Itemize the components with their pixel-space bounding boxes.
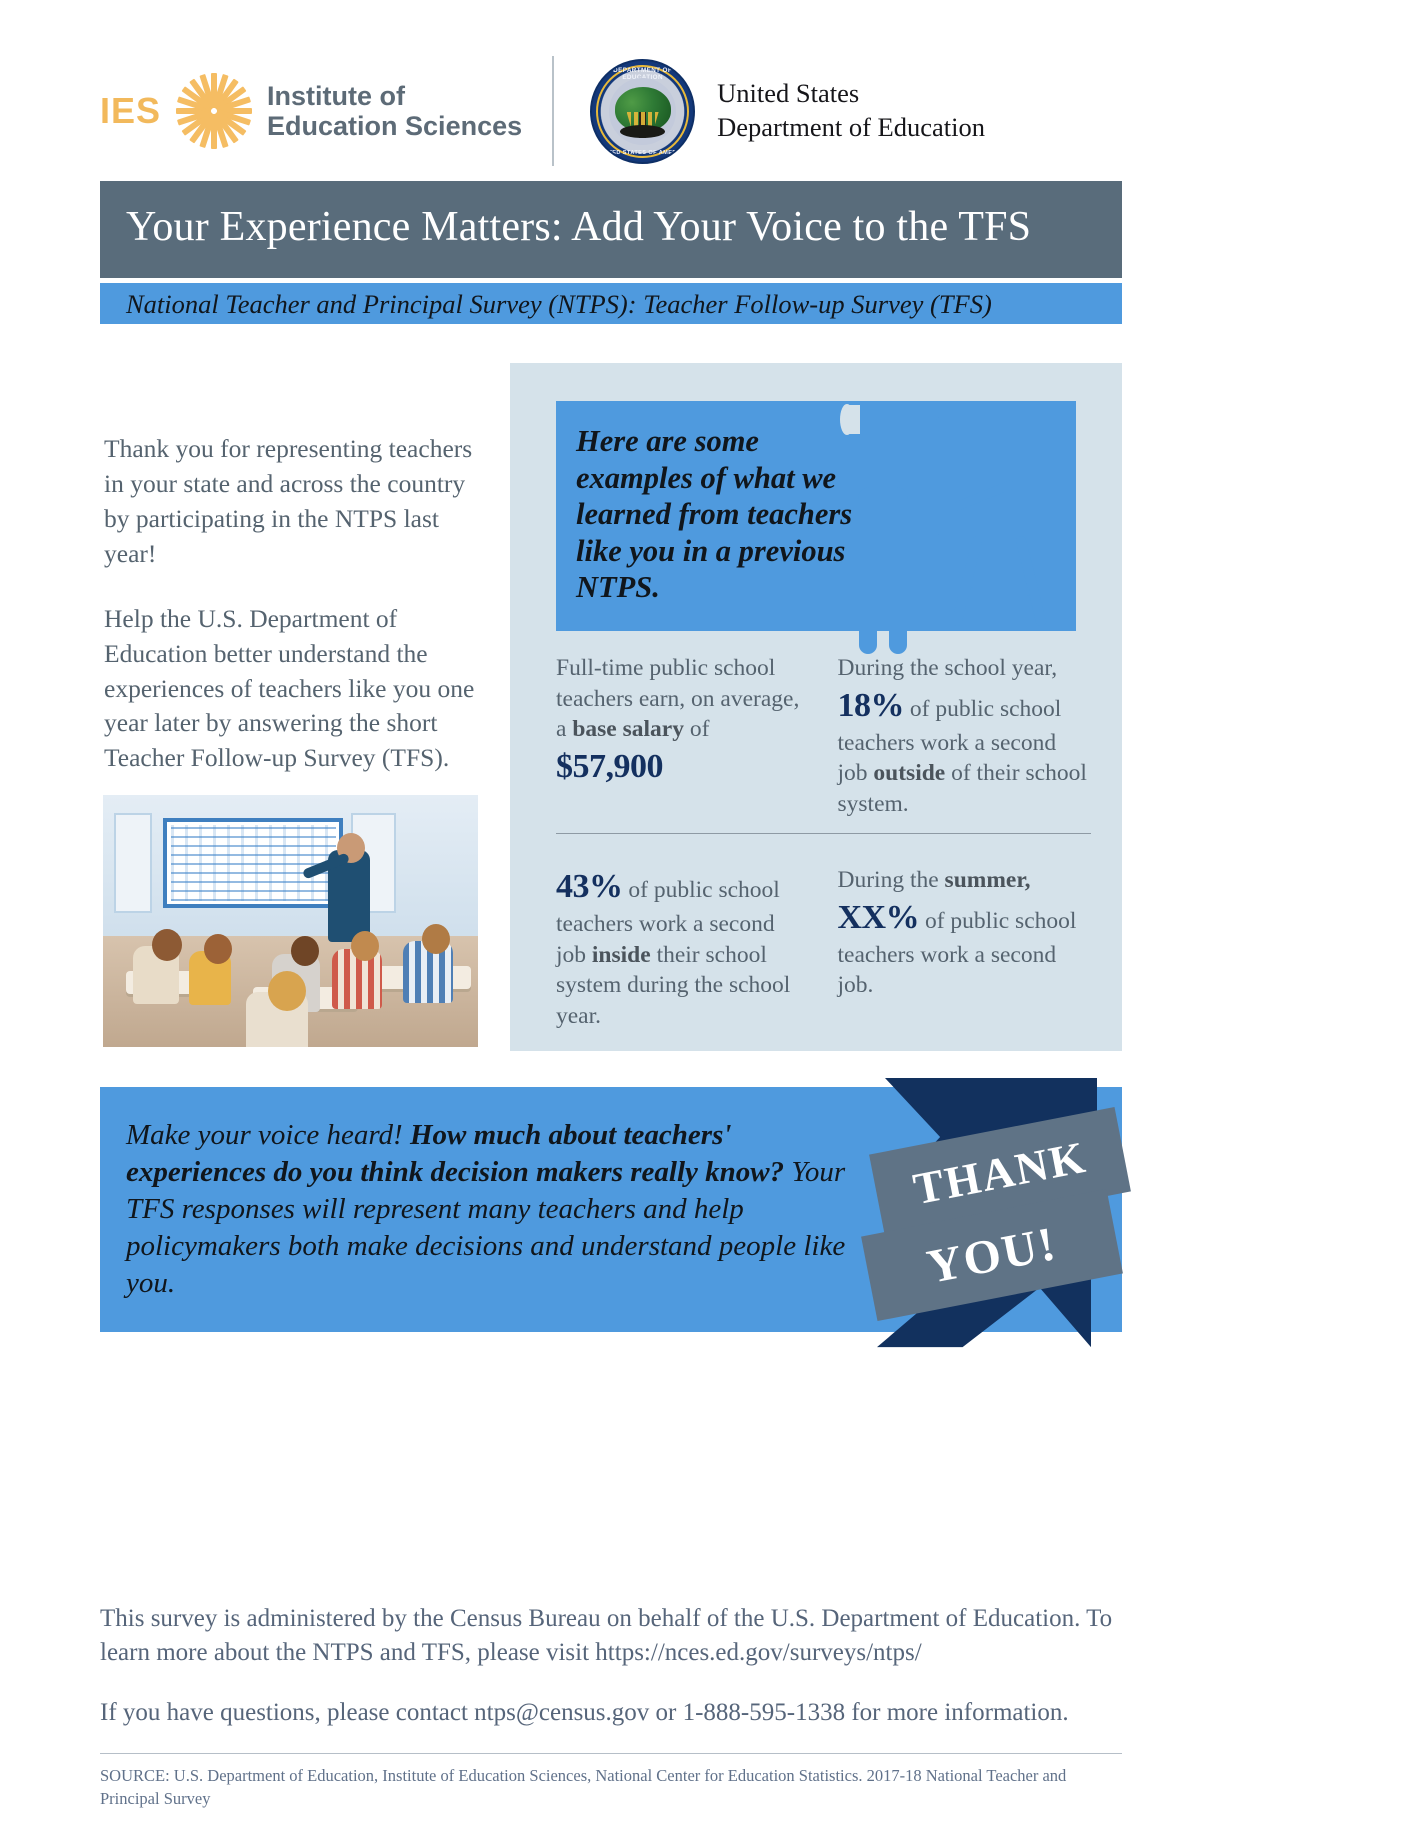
stat-mid: of public school teachers work a second … (556, 877, 780, 968)
footer: This survey is administered by the Censu… (100, 1602, 1130, 1755)
stat-bold: base salary (572, 716, 684, 743)
stat-value: 43% (556, 868, 623, 905)
ies-abbrev: IES (100, 90, 162, 131)
call-to-action-banner: Make your voice heard! How much about te… (100, 1087, 1122, 1332)
teacher-leg-left (859, 576, 877, 654)
cta-lead: Make your voice heard! (126, 1119, 410, 1151)
photo-student-head (350, 931, 379, 962)
footer-paragraph-2: If you have questions, please contact nt… (100, 1698, 1069, 1726)
stat-bold: inside (591, 941, 651, 968)
cta-tail: Your TFS responses will represent many t… (126, 1156, 846, 1300)
department-of-education-seal-icon: DEPARTMENT OF EDUCATION UNITED STATES OF… (590, 58, 696, 164)
source-note: SOURCE: U.S. Department of Education, In… (100, 1766, 1067, 1809)
page-subtitle: National Teacher and Principal Survey (N… (126, 289, 992, 319)
photo-student-head (268, 971, 306, 1012)
department-of-education-name: United States Department of Education (717, 77, 985, 144)
stat-base-salary: Full-time public school teachers earn, o… (556, 653, 810, 819)
findings-panel: Here are some examples of what we learne… (510, 363, 1122, 1051)
page-title: Your Experience Matters: Add Your Voice … (126, 204, 1032, 250)
teacher-at-whiteboard-icon (840, 404, 1080, 661)
ies-wordmark-line1: Institute of (267, 80, 406, 111)
stat-pre: During the school year, (837, 655, 1058, 681)
intro-text-column: Thank you for representing teachers in y… (104, 432, 496, 806)
stat-bold: summer, (944, 867, 1031, 893)
whiteboard-shape (936, 417, 1072, 535)
ies-wordmark-line2: Education Sciences (267, 111, 523, 141)
stat-second-job-summer: During the summer, XX% of public school … (838, 865, 1092, 1031)
seal-inner (609, 77, 677, 145)
stat-value: XX% (837, 898, 920, 936)
stats-divider (556, 833, 1091, 834)
intro-paragraph-1: Thank you for representing teachers in y… (104, 434, 473, 568)
classroom-photo (103, 795, 478, 1047)
stat-post: of their school system. (837, 760, 1087, 817)
stat-post: their school system during the school ye… (556, 941, 791, 1029)
stats-row-bottom: 43% of public school teachers work a sec… (556, 865, 1091, 1031)
seal-top-text: DEPARTMENT OF EDUCATION (613, 66, 673, 81)
findings-callout-text: Here are some examples of what we learne… (576, 424, 853, 605)
cta-question: How much about teachers' experiences do … (126, 1119, 785, 1189)
logo-divider (552, 56, 555, 166)
stat-post: of public school teachers work a second … (837, 907, 1077, 999)
findings-callout: Here are some examples of what we learne… (556, 401, 1076, 654)
call-to-action-text: Make your voice heard! How much about te… (126, 1117, 866, 1303)
stat-pre: During the (837, 867, 945, 893)
photo-student-head (204, 933, 233, 964)
stat-mid: of (683, 716, 710, 743)
easel-leg-right (1015, 535, 1047, 627)
ed-name-line1: United States (717, 78, 860, 109)
stat-second-job-inside: 43% of public school teachers work a sec… (556, 865, 810, 1031)
seal-base (619, 125, 666, 139)
title-banner: Your Experience Matters: Add Your Voice … (100, 181, 1122, 278)
photo-student-head (151, 928, 182, 961)
stats-row-top: Full-time public school teachers earn, o… (556, 653, 1091, 819)
logo-bar: IES Institute of Education Sciences DEPA… (100, 52, 1125, 170)
stat-pre: Full-time public school teachers earn, o… (556, 655, 800, 743)
photo-student-head (290, 936, 319, 967)
seal-ring (596, 64, 690, 158)
teacher-torso (858, 487, 908, 583)
intro-paragraph-2: Help the U.S. Department of Education be… (104, 603, 475, 773)
stat-mid: of public school teachers work a second … (837, 695, 1062, 787)
teacher-leg-right (889, 576, 907, 654)
ies-logo: IES Institute of Education Sciences (100, 72, 522, 150)
ed-name-line2: Department of Education (717, 112, 985, 142)
footer-divider (100, 1753, 1122, 1754)
stat-second-job-outside: During the school year, 18% of public sc… (838, 653, 1092, 819)
stat-value: $57,900 (556, 747, 664, 785)
stat-bold: outside (873, 760, 946, 787)
seal-bottom-text: UNITED STATES OF AMERICA (597, 149, 688, 156)
sunburst-ray (211, 73, 218, 108)
teacher-head (840, 404, 854, 435)
ies-wordmark: Institute of Education Sciences (267, 81, 522, 141)
photo-wall-chart-left (114, 812, 152, 914)
sunburst-icon (175, 72, 253, 150)
easel-leg-left (951, 535, 983, 627)
photo-student-head (421, 923, 450, 954)
stat-value: 18% (837, 686, 905, 724)
subtitle-banner: National Teacher and Principal Survey (N… (100, 283, 1122, 324)
easel-crossbar (970, 587, 1030, 596)
photo-whiteboard-content (170, 825, 336, 901)
footer-paragraph-1: This survey is administered by the Censu… (100, 1605, 1113, 1666)
